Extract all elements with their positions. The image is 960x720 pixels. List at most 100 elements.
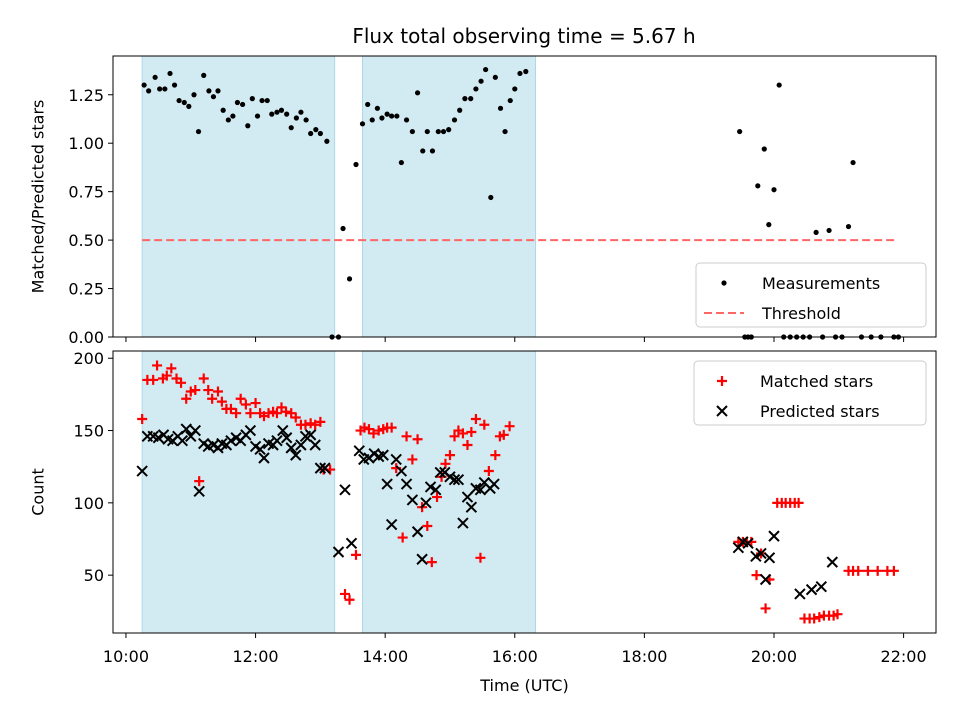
measurements-point — [468, 96, 474, 102]
measurements-point — [488, 194, 494, 201]
measurements-point — [157, 86, 163, 92]
top-axis-ticks: 0.00 0.25 0.50 0.75 1.00 1.25 — [68, 86, 905, 347]
measurements-point — [451, 117, 458, 123]
top-y-tick-label: 0.25 — [68, 280, 104, 299]
bottom-observing-window-1 — [141, 350, 336, 634]
measurements-point — [259, 97, 265, 104]
bottom-y-tick-label: 100 — [73, 494, 104, 513]
predicted-stars-point — [258, 452, 270, 464]
matched-stars-point — [216, 396, 227, 407]
predicted-stars-point — [430, 484, 442, 496]
matched-stars-point — [161, 370, 172, 381]
measurements-point — [473, 86, 479, 92]
measurements-point — [230, 113, 236, 119]
matched-stars-point — [760, 603, 771, 614]
matched-stars-point — [137, 413, 148, 424]
measurements-point — [220, 107, 226, 113]
top-legend: Measurements Threshold — [695, 262, 927, 328]
predicted-stars-point — [759, 573, 772, 586]
measurements-point — [517, 70, 523, 77]
bottom-panel: 50 100 150 200 10:00 12:00 14:00 16:00 18:00 20:0… — [29, 349, 937, 695]
predicted-stars-point — [309, 439, 321, 451]
matched-stars-point — [479, 419, 490, 430]
predicted-stars-point — [339, 484, 351, 496]
measurements-point — [210, 94, 217, 100]
predicted-stars-point — [815, 581, 828, 593]
matched-stars-point — [872, 565, 883, 576]
top-axes-frame — [112, 55, 937, 338]
predicted-stars-point — [314, 462, 327, 474]
matched-stars-point — [181, 393, 192, 404]
measurements-point — [240, 101, 246, 108]
bottom-observing-windows — [141, 350, 537, 634]
matched-stars-point — [483, 466, 494, 477]
predicted-stars-point — [271, 434, 283, 447]
measurements-point — [201, 72, 207, 78]
matched-stars-point — [300, 419, 311, 430]
matched-stars-point — [432, 492, 443, 503]
measurements-point — [492, 74, 498, 80]
predicted-stars-point — [448, 474, 461, 486]
matched-stars-point — [373, 425, 384, 436]
matched-stars-point — [449, 431, 460, 442]
measurements-point — [359, 121, 366, 127]
matched-stars-point — [315, 416, 326, 427]
measurements-point — [146, 88, 152, 94]
matched-stars-point — [401, 431, 412, 442]
measurements-point — [313, 127, 319, 133]
measurements-point — [483, 66, 489, 73]
matched-stars-point — [290, 412, 301, 423]
predicted-stars-point — [277, 424, 289, 437]
top-legend-label: Threshold — [761, 304, 841, 323]
measurements-point — [206, 88, 212, 94]
measurements-point — [288, 125, 294, 131]
measurements-point — [254, 113, 261, 119]
x-tick-label: 18:00 — [621, 647, 667, 666]
predicted-stars-point — [254, 443, 266, 456]
measurements-point — [191, 92, 197, 98]
matched-stars-point — [407, 454, 418, 465]
predicted-stars-point — [319, 462, 331, 474]
x-tick-label: 14:00 — [362, 647, 408, 666]
measurements-point — [771, 187, 777, 193]
measurements-point — [278, 107, 285, 113]
predicted-stars-point — [304, 429, 317, 441]
matched-stars-point — [235, 393, 246, 404]
matched-stars-point — [412, 434, 423, 445]
matched-stars-point — [250, 398, 261, 409]
matched-stars-point — [426, 557, 437, 568]
measurements-point — [215, 88, 221, 94]
bottom-y-tick-label: 50 — [84, 566, 104, 585]
predicted-stars-point — [353, 445, 365, 457]
bottom-plot-marks — [136, 360, 899, 624]
predicted-stars-point — [377, 449, 389, 461]
measurements-point — [478, 78, 484, 84]
top-y-tick-label: 0.50 — [68, 231, 104, 250]
predicted-stars-point — [345, 537, 358, 550]
matched-stars-point — [462, 440, 473, 450]
predicted-stars-point — [295, 439, 307, 451]
measurements-point — [176, 97, 182, 104]
measurements-point — [389, 113, 395, 119]
matched-stars-point — [440, 458, 451, 469]
top-y-tick-label: 1.00 — [68, 134, 104, 153]
measurements-point — [141, 82, 147, 88]
legend-matched-marker — [717, 376, 727, 386]
measurements-point — [162, 86, 168, 92]
measurements-point — [446, 127, 452, 133]
predicted-stars-point — [280, 432, 293, 444]
predicted-stars-point — [488, 478, 500, 490]
top-observing-window-1 — [141, 55, 336, 338]
measurements-point — [324, 138, 330, 144]
matched-stars-point — [351, 549, 362, 560]
matched-stars-point — [862, 565, 873, 576]
matched-stars-point — [212, 386, 223, 397]
predicted-stars-point — [385, 518, 398, 531]
matched-stars-point — [853, 565, 864, 576]
x-axis-label: Time (UTC) — [479, 676, 568, 695]
measurements-point — [398, 159, 404, 166]
measurements-point — [152, 74, 158, 80]
matched-stars-point — [457, 428, 468, 439]
top-legend-box — [695, 262, 927, 328]
matched-stars-point — [240, 399, 251, 410]
